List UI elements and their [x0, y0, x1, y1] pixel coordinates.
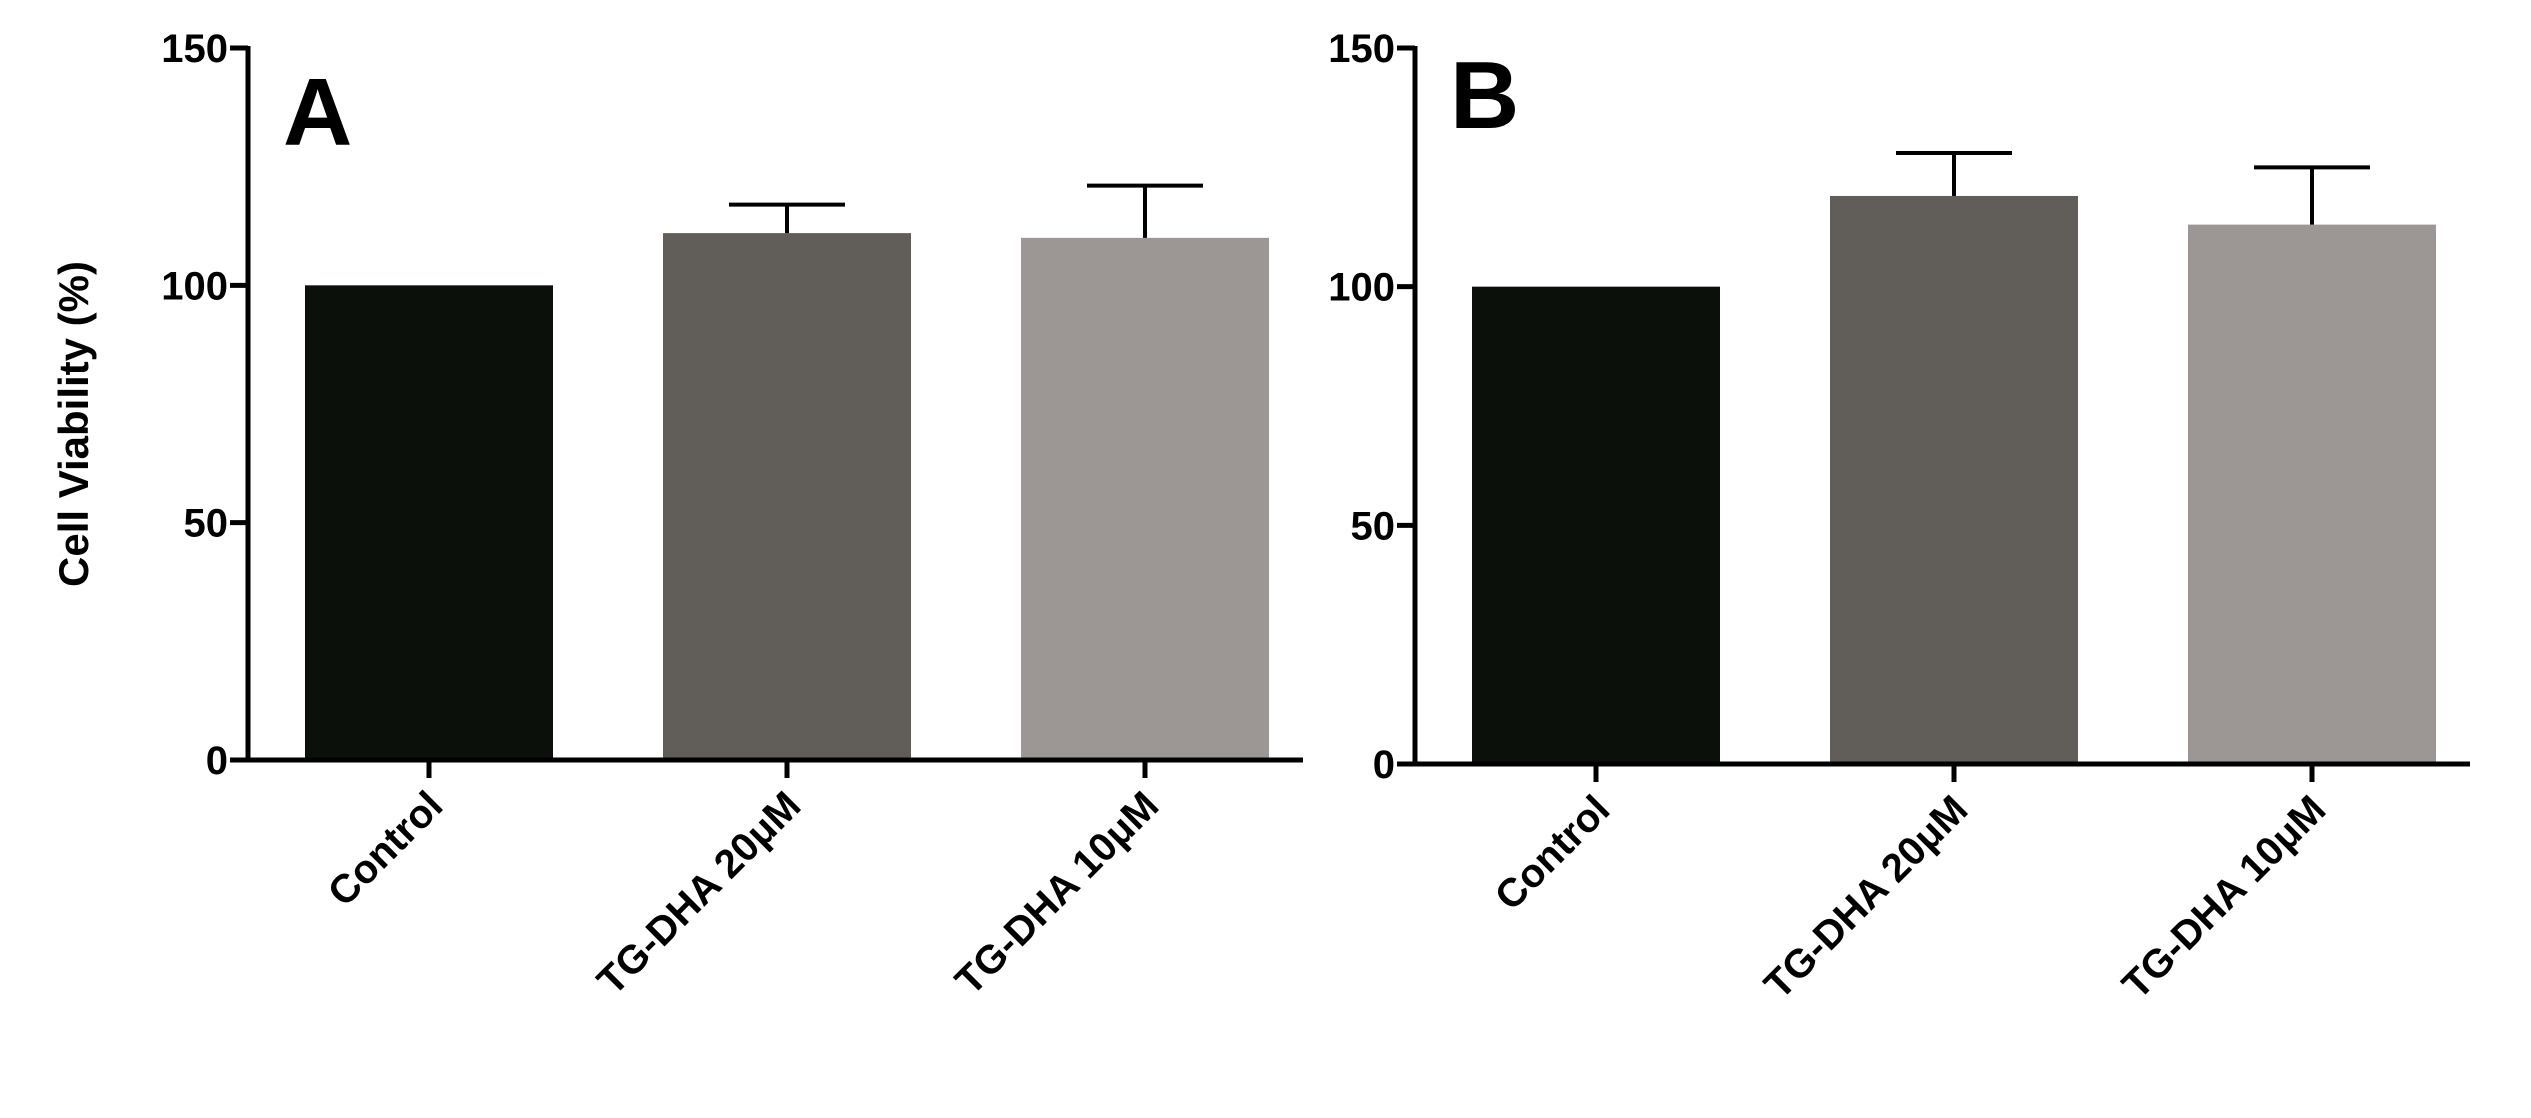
panel-b-ytick-label-50: 50 [1351, 504, 1396, 548]
panel-a: 0 50 100 150 Control TG-DHA 20μM TG-DHA 10μM A C… [50, 27, 1303, 1003]
panel-b-letter: B [1450, 42, 1519, 149]
panel-a-ytick-label-0: 0 [206, 739, 228, 783]
panel-b-ytick-label-100: 100 [1328, 266, 1395, 310]
panel-a-ytick-label-150: 150 [161, 27, 228, 71]
panel-b-ytick-label-0: 0 [1373, 743, 1395, 787]
panel-b-category-label-2: TG-DHA 20μM [1756, 787, 1976, 1007]
panel-a-bar-3 [1021, 237, 1269, 760]
panel-b-bar-1 [1472, 286, 1720, 764]
panel-a-category-label-1: Control [320, 783, 452, 915]
panel-a-letter: A [283, 59, 352, 166]
panel-b: 0 50 100 150 Control TG-DHA 20μM TG-DHA 10μM B [1328, 27, 2470, 1007]
panel-a-category-label-3: TG-DHA 10μM [947, 783, 1167, 1003]
panel-b-category-label-3: TG-DHA 10μM [2114, 787, 2334, 1007]
panel-a-ytick-label-50: 50 [184, 502, 229, 546]
panel-b-category-label-1: Control [1487, 787, 1619, 919]
panel-a-bar-2 [663, 233, 911, 760]
panel-b-bar-3 [2188, 224, 2436, 764]
panel-a-category-label-2: TG-DHA 20μM [589, 783, 809, 1003]
panel-b-bar-2 [1830, 195, 2078, 764]
panel-a-y-axis-label: Cell Viability (%) [50, 261, 97, 587]
panel-a-bar-1 [305, 285, 553, 760]
panel-a-ytick-label-100: 100 [161, 264, 228, 308]
panel-b-ytick-label-150: 150 [1328, 27, 1395, 71]
